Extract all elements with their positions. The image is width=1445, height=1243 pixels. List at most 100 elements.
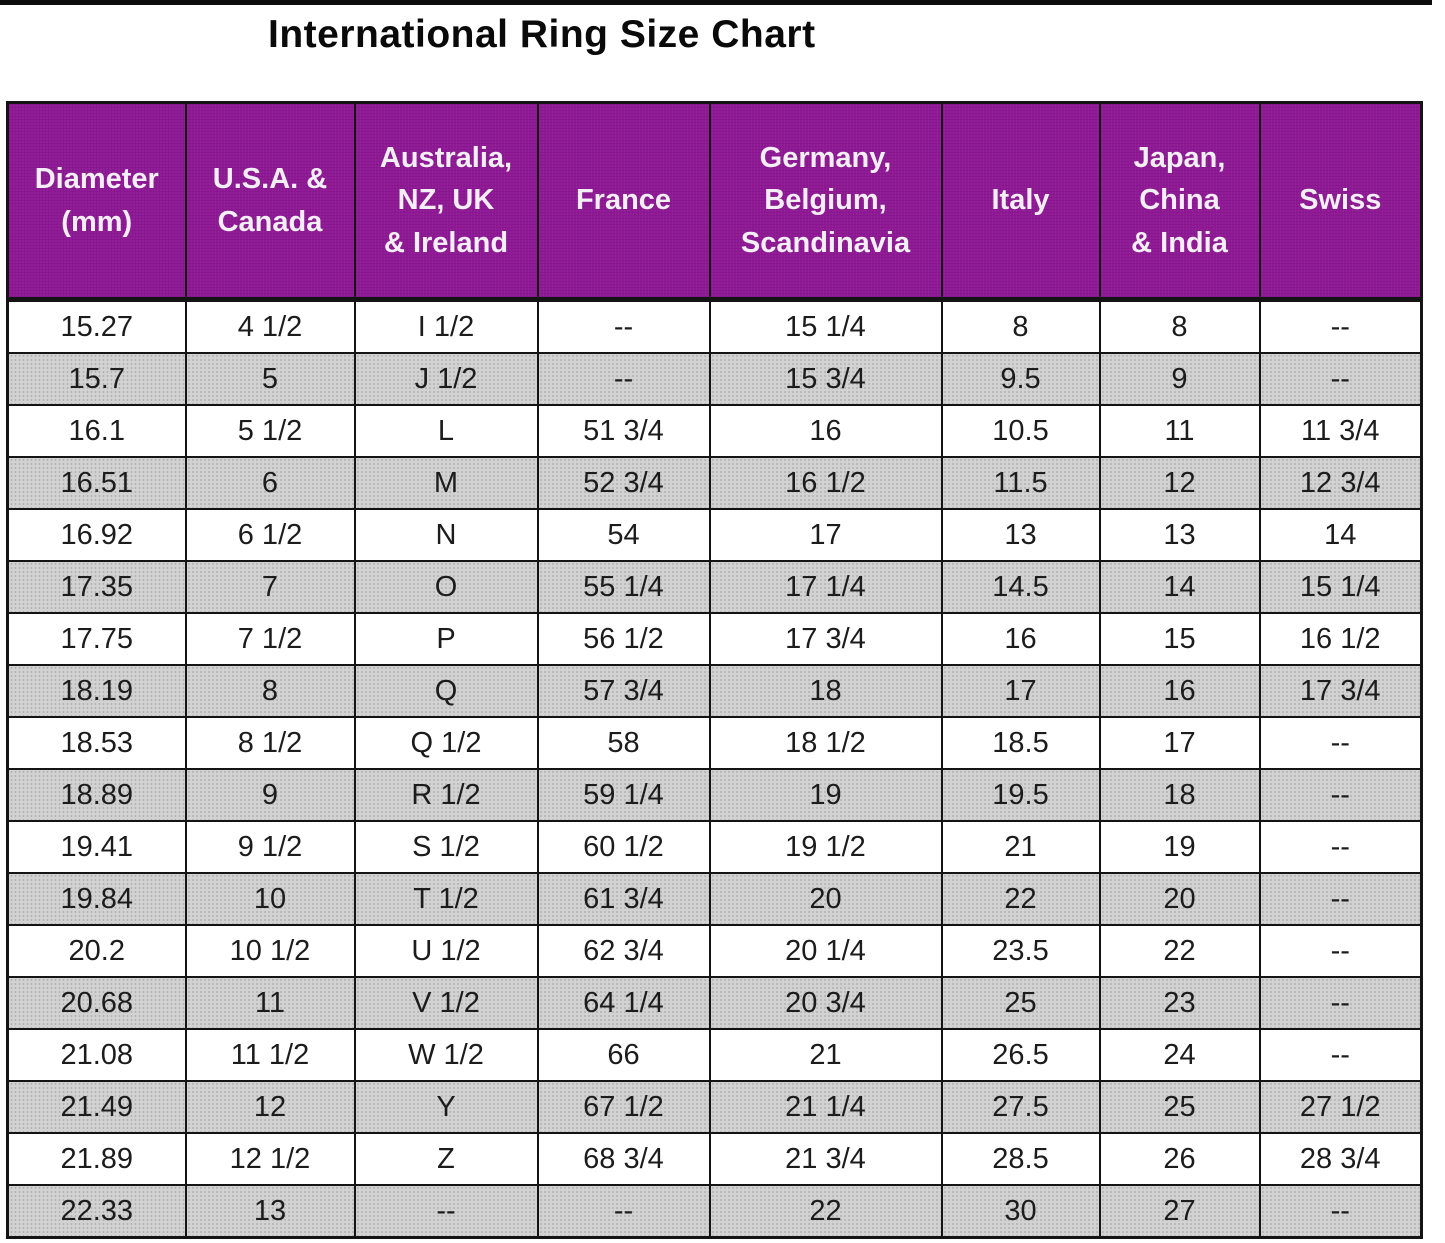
cell: -- xyxy=(1258,976,1423,1030)
table-header: Diameter (mm) U.S.A. & Canada Australia, N… xyxy=(6,101,1423,302)
table-row: 16.1 5 1/2 L 51 3/4 16 10.5 11 11 3/4 xyxy=(6,404,1423,458)
cell: 20.68 xyxy=(6,976,187,1030)
cell: N xyxy=(353,508,539,562)
column-header-6: Japan, China & India xyxy=(1098,101,1261,302)
table-row: 22.33 13 -- -- 22 30 27 -- xyxy=(6,1184,1423,1239)
cell: 20.2 xyxy=(6,924,187,978)
table-row: 16.51 6 M 52 3/4 16 1/2 11.5 12 12 3/4 xyxy=(6,456,1423,510)
cell: 15 xyxy=(1098,612,1261,666)
cell: -- xyxy=(1258,1028,1423,1082)
cell: L xyxy=(353,404,539,458)
cell: Z xyxy=(353,1132,539,1186)
top-border-line xyxy=(0,0,1432,5)
cell: 7 xyxy=(184,560,356,614)
table-row: 17.75 7 1/2 P 56 1/2 17 3/4 16 15 16 1/2 xyxy=(6,612,1423,666)
cell: 22.33 xyxy=(6,1184,187,1239)
cell: 62 3/4 xyxy=(536,924,711,978)
cell: 19.41 xyxy=(6,820,187,874)
cell: M xyxy=(353,456,539,510)
table-row: 17.35 7 O 55 1/4 17 1/4 14.5 14 15 1/4 xyxy=(6,560,1423,614)
column-header-1: U.S.A. & Canada xyxy=(184,101,356,302)
cell: 16 1/2 xyxy=(1258,612,1423,666)
cell: 27.5 xyxy=(940,1080,1101,1134)
cell: 25 xyxy=(940,976,1101,1030)
cell: 17 1/4 xyxy=(708,560,943,614)
cell: 14 xyxy=(1098,560,1261,614)
cell: 59 1/4 xyxy=(536,768,711,822)
cell: 10 1/2 xyxy=(184,924,356,978)
table-row: 19.41 9 1/2 S 1/2 60 1/2 19 1/2 21 19 -- xyxy=(6,820,1423,874)
cell: 11 3/4 xyxy=(1258,404,1423,458)
cell: 16 xyxy=(708,404,943,458)
cell: 14.5 xyxy=(940,560,1101,614)
table-row: 15.27 4 1/2 I 1/2 -- 15 1/4 8 8 -- xyxy=(6,298,1423,354)
cell: 21 1/4 xyxy=(708,1080,943,1134)
cell: 26 xyxy=(1098,1132,1261,1186)
cell: 5 1/2 xyxy=(184,404,356,458)
cell: 8 xyxy=(184,664,356,718)
cell: 12 xyxy=(184,1080,356,1134)
cell: O xyxy=(353,560,539,614)
cell: -- xyxy=(1258,716,1423,770)
cell: 8 xyxy=(1098,298,1261,354)
cell: 19 xyxy=(1098,820,1261,874)
cell: -- xyxy=(1258,1184,1423,1239)
cell: 10.5 xyxy=(940,404,1101,458)
cell: 17 3/4 xyxy=(708,612,943,666)
table-row: 19.84 10 T 1/2 61 3/4 20 22 20 -- xyxy=(6,872,1423,926)
cell: 64 1/4 xyxy=(536,976,711,1030)
cell: 16 xyxy=(940,612,1101,666)
cell: 57 3/4 xyxy=(536,664,711,718)
cell: 52 3/4 xyxy=(536,456,711,510)
cell: 51 3/4 xyxy=(536,404,711,458)
cell: 15 1/4 xyxy=(708,298,943,354)
cell: -- xyxy=(1258,352,1423,406)
cell: 22 xyxy=(1098,924,1261,978)
cell: 17 xyxy=(708,508,943,562)
cell: I 1/2 xyxy=(353,298,539,354)
cell: 60 1/2 xyxy=(536,820,711,874)
table-row: 21.89 12 1/2 Z 68 3/4 21 3/4 28.5 26 28 3/4 xyxy=(6,1132,1423,1186)
cell: 30 xyxy=(940,1184,1101,1239)
cell: 4 1/2 xyxy=(184,298,356,354)
cell: 13 xyxy=(1098,508,1261,562)
cell: Y xyxy=(353,1080,539,1134)
table-body: 15.27 4 1/2 I 1/2 -- 15 1/4 8 8 -- 15.7 5 J 1/2 -- 1… xyxy=(6,298,1423,1239)
cell: 21.49 xyxy=(6,1080,187,1134)
cell: 6 1/2 xyxy=(184,508,356,562)
cell: -- xyxy=(536,352,711,406)
column-header-2: Australia, NZ, UK & Ireland xyxy=(353,101,539,302)
cell: S 1/2 xyxy=(353,820,539,874)
cell: Q xyxy=(353,664,539,718)
cell: 18.53 xyxy=(6,716,187,770)
cell: 23 xyxy=(1098,976,1261,1030)
column-header-4: Germany, Belgium, Scandinavia xyxy=(708,101,943,302)
cell: 23.5 xyxy=(940,924,1101,978)
cell: 14 xyxy=(1258,508,1423,562)
cell: 19 xyxy=(708,768,943,822)
cell: 25 xyxy=(1098,1080,1261,1134)
cell: 20 3/4 xyxy=(708,976,943,1030)
cell: -- xyxy=(1258,872,1423,926)
cell: 66 xyxy=(536,1028,711,1082)
cell: -- xyxy=(536,1184,711,1239)
cell: J 1/2 xyxy=(353,352,539,406)
cell: 15 1/4 xyxy=(1258,560,1423,614)
cell: T 1/2 xyxy=(353,872,539,926)
column-header-3: France xyxy=(536,101,711,302)
cell: 27 xyxy=(1098,1184,1261,1239)
cell: U 1/2 xyxy=(353,924,539,978)
cell: 19 1/2 xyxy=(708,820,943,874)
cell: 11.5 xyxy=(940,456,1101,510)
cell: 13 xyxy=(184,1184,356,1239)
cell: 12 3/4 xyxy=(1258,456,1423,510)
cell: W 1/2 xyxy=(353,1028,539,1082)
cell: 17.35 xyxy=(6,560,187,614)
cell: -- xyxy=(1258,820,1423,874)
cell: 27 1/2 xyxy=(1258,1080,1423,1134)
cell: Q 1/2 xyxy=(353,716,539,770)
cell: 28 3/4 xyxy=(1258,1132,1423,1186)
cell: 21 xyxy=(708,1028,943,1082)
cell: 18 1/2 xyxy=(708,716,943,770)
cell: 20 xyxy=(1098,872,1261,926)
